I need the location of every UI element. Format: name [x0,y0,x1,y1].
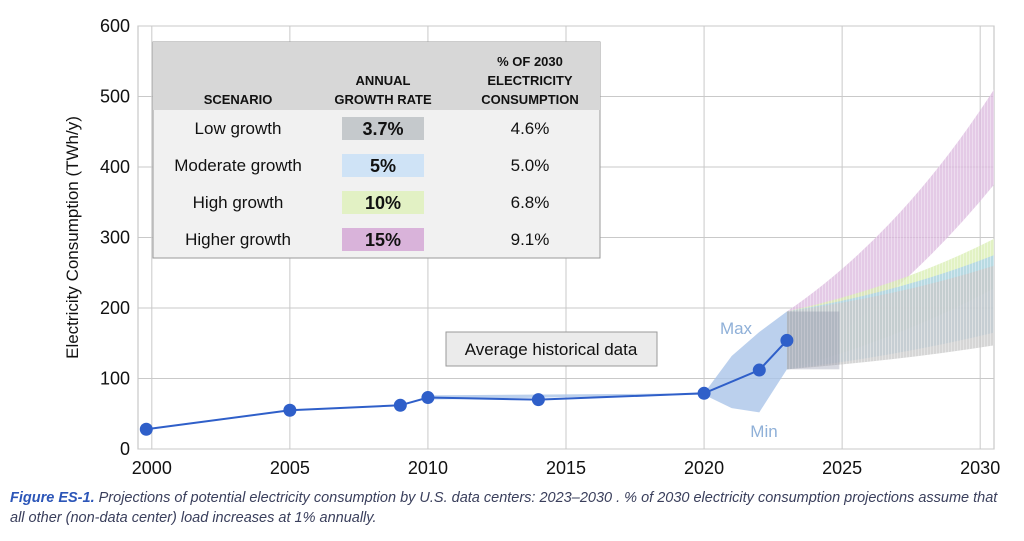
y-tick-label: 200 [100,298,130,318]
historical-point [780,333,794,347]
electricity-consumption-chart: 0 100 200 300 400 500 600 2000 2005 2010 2015 2020 2… [63,16,1000,478]
table-pct-2030: 6.8% [511,193,550,212]
x-tick-label: 2000 [132,458,172,478]
historical-point [421,391,435,405]
scenario-band-hatch [786,265,994,370]
growth-rate-swatch [342,154,424,177]
historical-line [146,339,788,431]
x-tick-label: 2030 [960,458,1000,478]
y-tick-label: 400 [100,157,130,177]
caption-text: Projections of potential electricity con… [10,490,998,526]
y-tick-label: 300 [100,228,130,248]
caption-label: Figure ES-1. [10,490,95,506]
table-scenario-name: High growth [193,193,284,212]
x-tick-label: 2015 [546,458,586,478]
table-pct-2030: 5.0% [511,156,550,175]
growth-rate-swatch [342,228,424,251]
table-scenario-name: Higher growth [185,230,291,249]
table-header-background [153,42,600,110]
y-tick-label: 0 [120,439,130,459]
table-pct-2030: 9.1% [511,230,550,249]
max-label: Max [720,319,753,338]
y-axis-label: Electricity Consumption (TWh/y) [63,116,82,359]
table-growth-rate: 15% [365,230,401,250]
scenario-overlap [786,311,840,370]
historical-point [283,403,297,417]
y-tick-label: 100 [100,369,130,389]
historical-point [752,363,766,377]
growth-rate-swatch [342,191,424,214]
axes: 0 100 200 300 400 500 600 2000 2005 2010 2015 2020 2… [63,16,1000,478]
table-header-pct-2030: % OF 2030 ELECTRICITY CONSUMPTION [481,54,579,107]
historical-point [393,398,407,412]
table-pct-2030: 4.6% [511,119,550,138]
scenario-table: SCENARIO ANNUAL GROWTH RATE % OF 2030 ELECTR… [152,41,601,259]
x-tick-label: 2005 [270,458,310,478]
table-header-growth-rate: ANNUAL GROWTH RATE [334,73,432,107]
historical-series [139,333,794,436]
average-label-box [445,331,658,367]
table-growth-rate: 10% [365,193,401,213]
annotations: Average historical data Max Min [445,319,778,441]
figure-caption: Figure ES-1. Projections of potential el… [10,488,1014,528]
y-tick-label: 500 [100,87,130,107]
y-tick-label: 600 [100,16,130,36]
table-header-scenario: SCENARIO [204,92,273,107]
table-scenario-name: Low growth [195,119,282,138]
historical-point [139,422,153,436]
table-scenario-name: Moderate growth [174,156,302,175]
historical-min-max-band [427,311,787,413]
scenario-bands [786,89,994,370]
historical-range [427,311,787,413]
average-historical-label: Average historical data [465,340,638,359]
x-tick-label: 2025 [822,458,862,478]
min-label: Min [750,422,777,441]
x-tick-label: 2010 [408,458,448,478]
x-tick-label: 2020 [684,458,724,478]
table-growth-rate: 3.7% [362,119,403,139]
historical-point [697,386,711,400]
table-growth-rate: 5% [370,156,396,176]
historical-point [531,393,545,407]
growth-rate-swatch [342,117,424,140]
